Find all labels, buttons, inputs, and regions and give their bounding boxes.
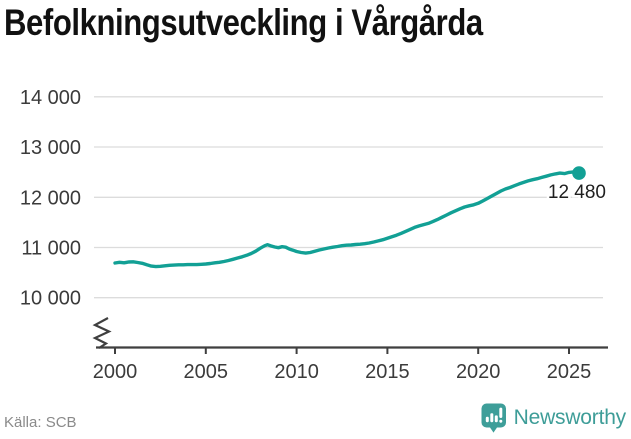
x-tick-label: 2000 [93, 361, 138, 383]
newsworthy-logo-text: Newsworthy [513, 406, 627, 429]
end-point-dot [572, 166, 586, 180]
newsworthy-logo-icon [481, 403, 506, 433]
chart-title: Befolkningsutveckling i Vårgårda [4, 2, 483, 43]
end-value-label: 12 480 [548, 182, 606, 203]
y-tick-label: 13 000 [20, 137, 81, 159]
axis-break-icon [92, 317, 112, 349]
x-tick-label: 2015 [365, 361, 410, 383]
population-line [113, 170, 581, 269]
x-tick-label: 2005 [184, 361, 229, 383]
line-chart: 10 000 11 000 12 000 13 000 14 000 2000 2005 20… [20, 87, 609, 383]
x-tick-label: 2025 [547, 361, 592, 383]
y-tick-label: 11 000 [21, 238, 81, 260]
x-tick-label: 2020 [456, 361, 501, 383]
y-tick-label: 12 000 [20, 187, 81, 209]
source-note: Källa: SCB [4, 414, 77, 431]
x-tick-label: 2010 [274, 361, 319, 383]
y-tick-label: 10 000 [20, 288, 81, 310]
newsworthy-logo: Newsworthy [481, 403, 626, 433]
y-tick-label: 14 000 [20, 87, 81, 109]
